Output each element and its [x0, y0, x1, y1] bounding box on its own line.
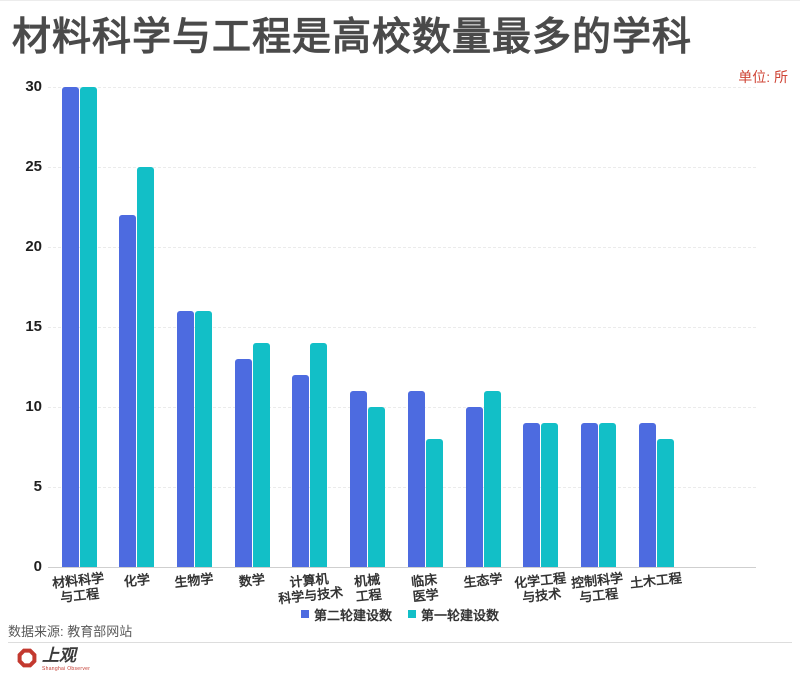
legend-label-first-round: 第一轮建设数 — [421, 607, 500, 623]
publisher-logo: 上观 Shanghai Observer — [16, 647, 90, 672]
bar-第一轮建设数-临床医学 — [425, 439, 443, 567]
gridline-15 — [48, 327, 756, 328]
gridline-10 — [48, 407, 756, 408]
gridline-20 — [48, 247, 756, 248]
octagon-ring-icon — [17, 648, 37, 668]
gridline-5 — [48, 487, 756, 488]
bar-第二轮建设数-控制科学与工程 — [580, 423, 598, 567]
y-tick-label-10: 10 — [25, 398, 42, 415]
unit-label: 单位: 所 — [738, 69, 788, 85]
bar-第一轮建设数-生态学 — [483, 391, 501, 567]
footer-divider — [8, 642, 792, 643]
bar-第一轮建设数-控制科学与工程 — [598, 423, 616, 567]
y-tick-label-0: 0 — [33, 558, 42, 575]
bar-第二轮建设数-化学 — [119, 215, 137, 567]
y-tick-label-20: 20 — [25, 238, 42, 255]
bar-第二轮建设数-生物学 — [176, 311, 194, 567]
bar-第二轮建设数-材料科学与工程 — [61, 87, 79, 567]
bar-第一轮建设数-材料科学与工程 — [79, 87, 97, 567]
bar-第一轮建设数-土木工程 — [656, 439, 674, 567]
y-tick-label-30: 30 — [25, 78, 42, 95]
legend-swatch-teal — [408, 610, 416, 618]
data-source-text: 数据来源: 教育部网站 — [8, 624, 133, 639]
logo-en-text: Shanghai Observer — [42, 665, 91, 672]
legend-item-second-round: 第二轮建设数 — [300, 605, 392, 624]
logo-cn-text: 上观 — [42, 646, 76, 666]
bar-第一轮建设数-生物学 — [194, 311, 212, 567]
bar-第一轮建设数-化学工程与技术 — [541, 423, 559, 567]
y-tick-label-15: 15 — [25, 318, 42, 335]
x-axis-line — [48, 567, 756, 568]
legend: 第二轮建设数 第一轮建设数 — [0, 605, 800, 623]
chart-title: 材料科学与工程是高校数量最多的学科 — [12, 16, 693, 59]
gridline-30 — [48, 87, 756, 88]
bar-第二轮建设数-数学 — [234, 359, 252, 567]
legend-label-second-round: 第二轮建设数 — [313, 607, 392, 623]
bar-第一轮建设数-化学 — [137, 167, 155, 567]
bar-第一轮建设数-机械工程 — [368, 407, 386, 567]
bar-第二轮建设数-土木工程 — [638, 423, 656, 567]
y-tick-label-25: 25 — [25, 158, 42, 175]
legend-item-first-round: 第一轮建设数 — [408, 605, 499, 624]
bar-第二轮建设数-机械工程 — [350, 391, 368, 567]
bar-第一轮建设数-数学 — [252, 343, 270, 567]
gridline-25 — [48, 167, 756, 168]
bar-chart-plot-area: 0 5 10 15 20 25 30 材料科学 与工程 化学 生物学 数学 计算机 科学与技术 机械 工程 临床… — [0, 78, 800, 606]
y-tick-label-5: 5 — [33, 478, 42, 495]
legend-swatch-blue — [300, 610, 309, 618]
bar-第一轮建设数-计算机科学与技术 — [310, 343, 328, 567]
bar-第二轮建设数-化学工程与技术 — [523, 423, 541, 567]
bar-第二轮建设数-计算机科学与技术 — [292, 375, 310, 567]
bar-第二轮建设数-生态学 — [465, 407, 483, 567]
bar-第二轮建设数-临床医学 — [407, 391, 425, 567]
